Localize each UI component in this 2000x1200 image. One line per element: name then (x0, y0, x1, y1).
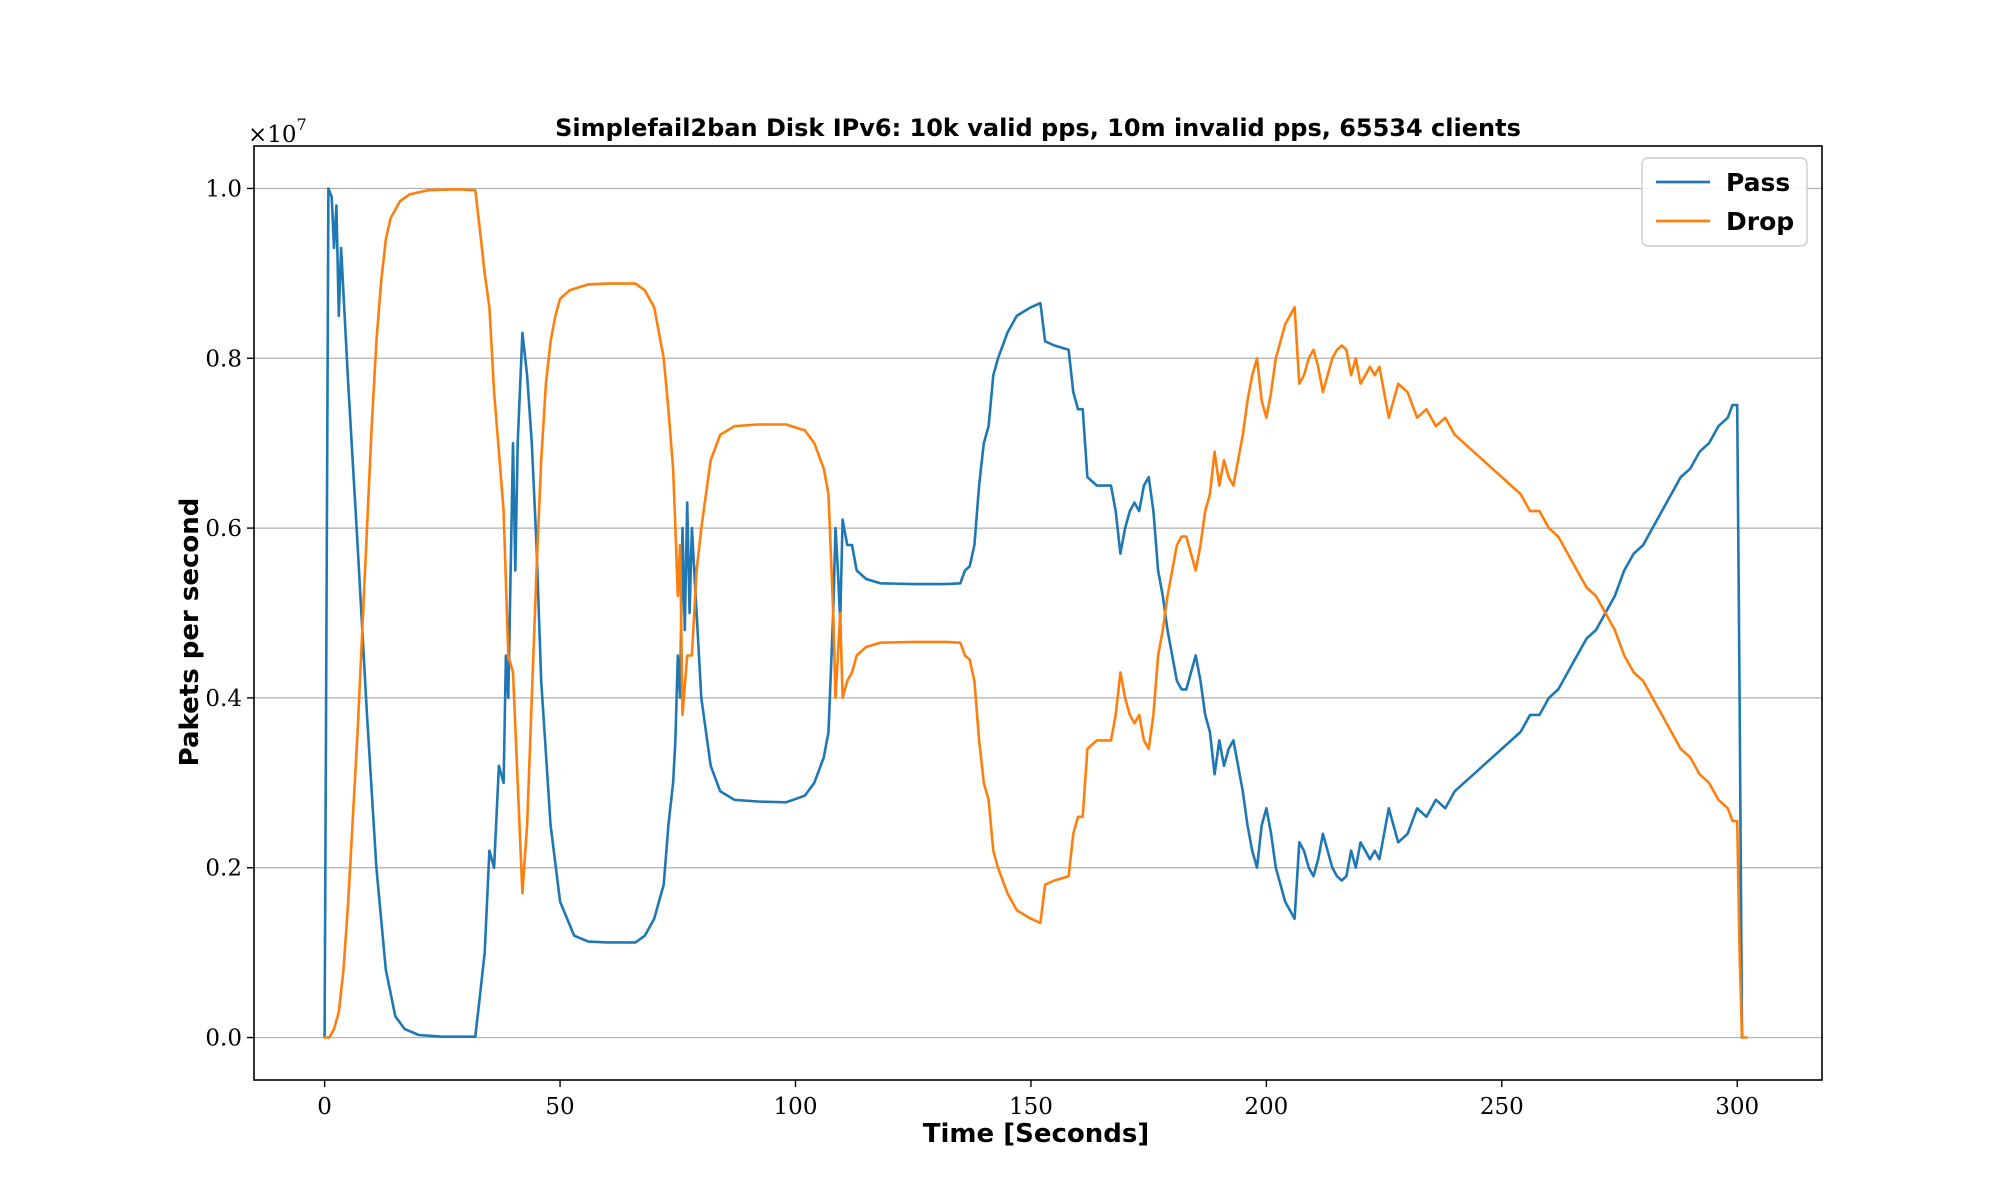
series-line-drop (323, 188, 1748, 1039)
x-tick-label: 250 (1480, 1094, 1524, 1120)
y-multiplier-base: ×10 (248, 122, 297, 148)
y-tick-label: 0.4 (205, 686, 242, 712)
x-tick-label: 150 (1009, 1094, 1053, 1120)
x-axis-ticks: 0 50 100 150 200 250 300 (317, 1080, 1759, 1120)
series-line-pass (323, 187, 1744, 1039)
x-tick-label: 100 (774, 1094, 818, 1120)
legend-label-drop: Drop (1726, 207, 1794, 236)
legend-label-pass: Pass (1726, 168, 1790, 197)
x-tick-label: 300 (1715, 1094, 1759, 1120)
y-multiplier-exponent: 7 (297, 115, 307, 134)
x-tick-label: 50 (545, 1094, 574, 1120)
y-tick-label: 1.0 (205, 176, 242, 202)
series-layer (323, 187, 1748, 1039)
y-tick-label: 0.6 (205, 516, 242, 542)
x-tick-label: 0 (317, 1094, 332, 1120)
plot-frame (253, 145, 1823, 1081)
y-tick-label: 0.0 (205, 1026, 242, 1052)
y-axis-ticks: 0.0 0.2 0.4 0.6 0.8 1.0 (205, 176, 254, 1052)
legend: Pass Drop (1641, 157, 1808, 247)
y-tick-label: 0.8 (205, 346, 242, 372)
chart-title: Simplefail2ban Disk IPv6: 10k valid pps,… (555, 114, 1521, 142)
y-axis-label: Pakets per second (175, 498, 205, 767)
y-multiplier-label: ×107 (248, 115, 307, 148)
legend-box (1641, 157, 1808, 247)
x-axis-label: Time [Seconds] (923, 1119, 1149, 1149)
y-tick-label: 0.2 (205, 856, 242, 882)
x-tick-label: 200 (1244, 1094, 1288, 1120)
